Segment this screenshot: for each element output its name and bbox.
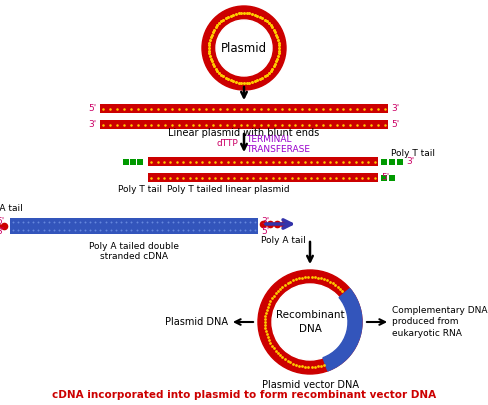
Text: 5': 5'	[261, 226, 269, 235]
Text: 3': 3'	[0, 226, 5, 235]
Text: Recombinant
DNA: Recombinant DNA	[276, 310, 345, 334]
Text: 5': 5'	[89, 104, 97, 113]
Text: Poly T tail: Poly T tail	[391, 149, 435, 158]
Circle shape	[258, 270, 362, 374]
Text: Poly A tail: Poly A tail	[0, 204, 23, 213]
Bar	[10, 218, 258, 234]
Text: 3': 3'	[406, 157, 414, 166]
Text: TRANSFERASE: TRANSFERASE	[246, 145, 310, 153]
Text: Linear plasmid with blunt ends: Linear plasmid with blunt ends	[168, 128, 320, 138]
Text: Plasmid DNA: Plasmid DNA	[165, 317, 228, 327]
Text: cDNA incorporated into plasmid to form recombinant vector DNA: cDNA incorporated into plasmid to form r…	[52, 390, 436, 400]
Text: 5': 5'	[381, 173, 389, 182]
Text: 3': 3'	[261, 217, 269, 226]
Text: 3': 3'	[89, 120, 97, 129]
Circle shape	[272, 284, 348, 360]
Circle shape	[202, 6, 286, 90]
Text: TERMINAL: TERMINAL	[246, 136, 291, 145]
Text: Plasmid vector DNA: Plasmid vector DNA	[262, 380, 359, 390]
Text: Complementary DNA
produced from
eukaryotic RNA: Complementary DNA produced from eukaryot…	[392, 307, 488, 338]
Bar	[148, 157, 378, 166]
Text: 5': 5'	[391, 120, 399, 129]
Text: Poly A tail: Poly A tail	[261, 236, 306, 245]
Text: Plasmid: Plasmid	[221, 41, 267, 55]
Text: Poly T tailed linear plasmid: Poly T tailed linear plasmid	[167, 185, 289, 194]
Text: 3': 3'	[391, 104, 399, 113]
Circle shape	[216, 20, 272, 76]
Bar	[148, 173, 378, 182]
Text: Poly T tail: Poly T tail	[118, 185, 162, 194]
Text: dTTP: dTTP	[216, 139, 238, 147]
Wedge shape	[323, 289, 362, 371]
Text: Poly A tailed double
stranded cDNA: Poly A tailed double stranded cDNA	[89, 242, 179, 261]
Text: 5': 5'	[0, 217, 5, 226]
Bar	[100, 104, 388, 113]
Bar	[100, 120, 388, 129]
